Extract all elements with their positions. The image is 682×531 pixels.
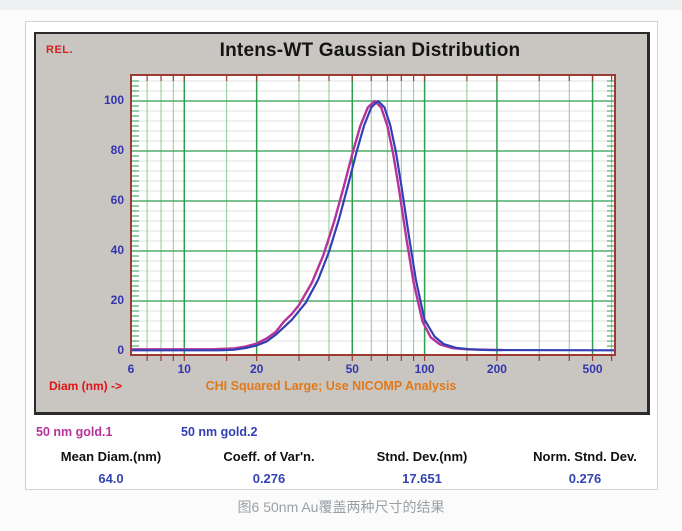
legend: 50 nm gold.1 50 nm gold.2 <box>26 425 657 441</box>
x-tick-label: 20 <box>249 362 264 376</box>
stat-label: Coeff. of Var'n. <box>223 449 315 464</box>
stats-table: Mean Diam.(nm) 64.0 Coeff. of Var'n. 0.2… <box>26 449 657 489</box>
x-tick-label: 200 <box>486 362 507 376</box>
x-tick-label: 500 <box>582 362 603 376</box>
y-axis-title: REL. <box>46 44 74 56</box>
chi-squared-message: CHI Squared Large; Use NICOMP Analysis <box>205 379 457 393</box>
stat-standard-deviation: Stnd. Dev.(nm) 17.651 <box>337 449 507 486</box>
y-tick-label: 60 <box>110 193 124 207</box>
stat-label: Mean Diam.(nm) <box>60 449 162 464</box>
y-tick-label: 20 <box>110 293 124 307</box>
figure-caption: 图6 50nm Au覆盖两种尺寸的结果 <box>237 499 445 515</box>
chart-panel: REL. Intens-WT Gaussian Distribution 0 20… <box>34 32 650 415</box>
legend-series-1: 50 nm gold.1 <box>36 425 113 439</box>
stat-coeff-variation: Coeff. of Var'n. 0.276 <box>184 449 354 486</box>
stat-value: 0.276 <box>568 471 602 486</box>
chart-title: Intens-WT Gaussian Distribution <box>219 40 521 61</box>
stat-mean-diameter: Mean Diam.(nm) 64.0 <box>26 449 196 486</box>
stat-label: Stnd. Dev.(nm) <box>376 449 468 464</box>
y-tick-label: 40 <box>110 243 124 257</box>
y-tick-label: 0 <box>117 343 124 357</box>
result-card: REL. Intens-WT Gaussian Distribution 0 20… <box>25 21 658 490</box>
stat-value: 17.651 <box>402 471 442 486</box>
stat-norm-standard-deviation: Norm. Stnd. Dev. 0.276 <box>500 449 670 486</box>
legend-series-2: 50 nm gold.2 <box>181 425 258 439</box>
y-tick-label: 100 <box>103 93 124 107</box>
x-tick-label: 10 <box>177 362 191 376</box>
stat-value: 64.0 <box>98 471 124 486</box>
x-tick-label: 50 <box>345 362 359 376</box>
stat-value: 0.276 <box>252 471 286 486</box>
y-tick-label: 80 <box>110 143 124 157</box>
x-axis-label: Diam (nm) -> <box>49 379 123 393</box>
x-tick-label: 100 <box>414 362 435 376</box>
stat-label: Norm. Stnd. Dev. <box>533 449 637 464</box>
x-tick-label: 6 <box>127 362 135 376</box>
distribution-plot <box>130 74 616 361</box>
